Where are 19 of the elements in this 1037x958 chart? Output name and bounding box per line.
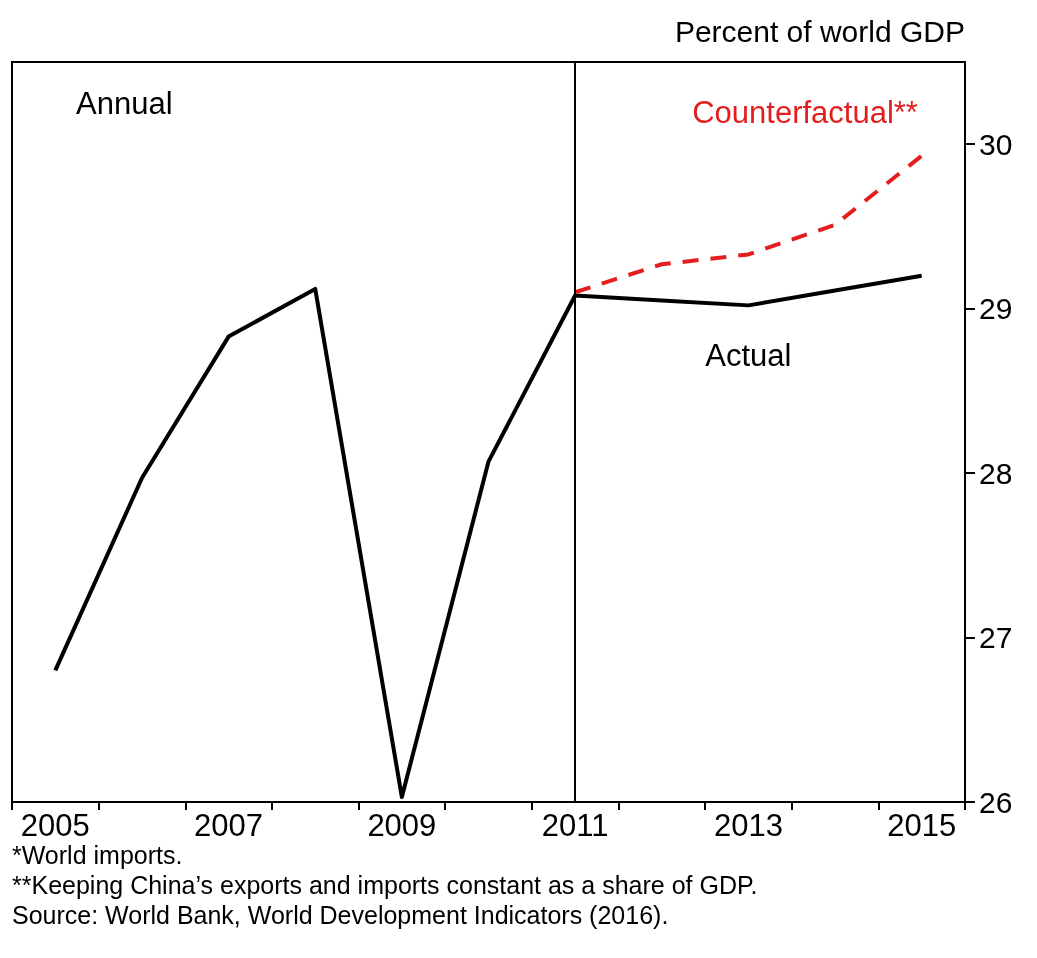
series-label: Actual	[705, 337, 792, 373]
x-tick-label: 2009	[367, 808, 437, 843]
x-tick-label: 2007	[194, 808, 264, 843]
y-tick-label: 27	[979, 621, 1013, 655]
y-tick-label: 26	[979, 785, 1013, 819]
text: *World imports.	[12, 840, 183, 869]
y-tick-label: 29	[979, 292, 1013, 326]
annotation: Annual	[76, 86, 173, 121]
x-tick-label: 2013	[713, 808, 783, 843]
y-tick-label: 28	[979, 456, 1013, 490]
y-axis-title: Percent of world GDP	[674, 14, 965, 48]
source-note: Source: World Bank, World Development Indicators (2016).	[12, 900, 669, 929]
series-label: Counterfactual**	[692, 95, 918, 131]
text: **Keeping China’s exports and imports constant as a share of GDP.	[12, 870, 758, 899]
line-series	[573, 153, 924, 295]
y-tick-label: 30	[979, 127, 1013, 161]
x-tick-label: 2011	[541, 808, 609, 843]
x-tick-label: 2005	[20, 808, 90, 843]
x-tick-label: 2015	[887, 808, 957, 843]
